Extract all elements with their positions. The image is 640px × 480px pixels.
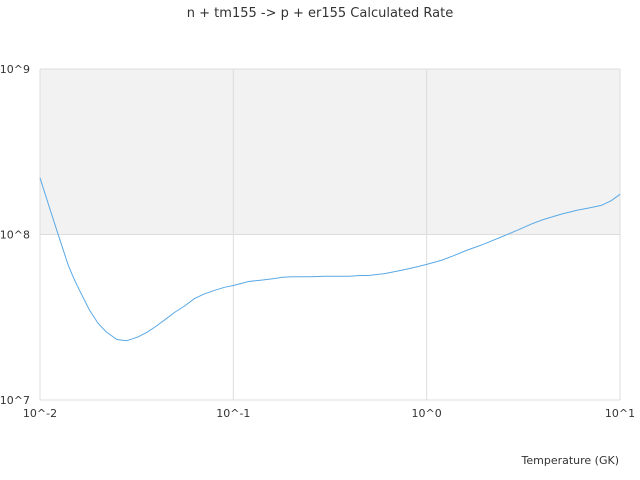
x-tick-labels: 10^-2 10^-1 10^0 10^1 <box>23 407 635 420</box>
chart-title: n + tm155 -> p + er155 Calculated Rate <box>187 6 453 21</box>
x-tick-label: 10^-2 <box>23 407 57 420</box>
plot-band-layer <box>40 69 620 235</box>
series-layer <box>39 177 621 342</box>
x-tick-label: 10^-1 <box>216 407 250 420</box>
x-axis-label: Temperature (GK) <box>521 454 620 467</box>
x-tick-label: 10^1 <box>605 407 635 420</box>
x-tick-label: 10^0 <box>412 407 442 420</box>
series-line-rate <box>39 177 621 342</box>
grid-layer <box>39 68 621 401</box>
y-tick-label: 10^7 <box>0 394 30 407</box>
plot-band-upper <box>40 69 620 235</box>
y-tick-label: 10^9 <box>0 63 30 76</box>
y-tick-label: 10^8 <box>0 229 30 242</box>
y-tick-labels: 10^7 10^8 10^9 <box>0 63 30 407</box>
